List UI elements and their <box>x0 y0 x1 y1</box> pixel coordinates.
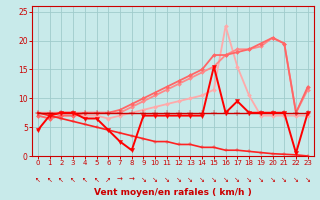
X-axis label: Vent moyen/en rafales ( km/h ): Vent moyen/en rafales ( km/h ) <box>94 188 252 197</box>
